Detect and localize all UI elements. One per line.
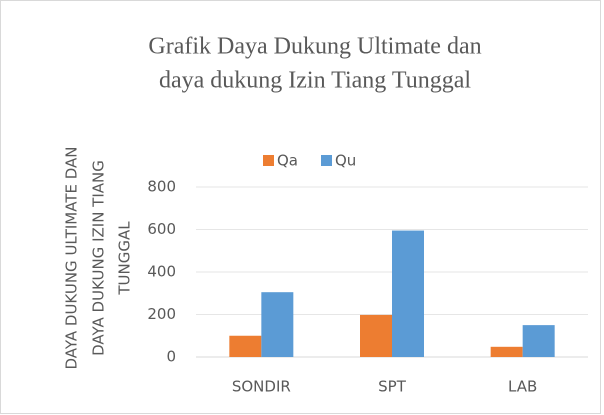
chart-title: Grafik Daya Dukung Ultimate dan	[148, 34, 481, 60]
bar	[360, 314, 392, 357]
legend-label: Qu	[335, 152, 356, 170]
y-tick-label: 600	[147, 220, 176, 238]
x-tick-label: SPT	[378, 378, 407, 396]
x-tick-label: LAB	[508, 378, 537, 396]
bar	[229, 335, 262, 357]
y-tick-label: 800	[147, 178, 176, 196]
legend-swatch	[321, 155, 332, 166]
y-axis-label: TUNGGAL	[116, 221, 134, 296]
y-tick-label: 200	[147, 305, 176, 323]
y-axis-label: DAYA DUKUNG ULTIMATE DAN	[63, 146, 81, 369]
chart-title: daya dukung Izin Tiang Tunggal	[159, 68, 471, 94]
bar	[522, 325, 555, 357]
legend-label: Qa	[277, 152, 298, 170]
bar	[261, 292, 294, 357]
legend-swatch	[263, 155, 274, 166]
bar	[490, 346, 523, 357]
y-axis-label: DAYA DUKUNG IZIN TIANG	[90, 160, 108, 356]
x-tick-label: SONDIR	[232, 378, 291, 396]
y-tick-label: 400	[147, 263, 176, 281]
bar	[392, 230, 424, 357]
y-tick-label: 0	[166, 348, 176, 366]
